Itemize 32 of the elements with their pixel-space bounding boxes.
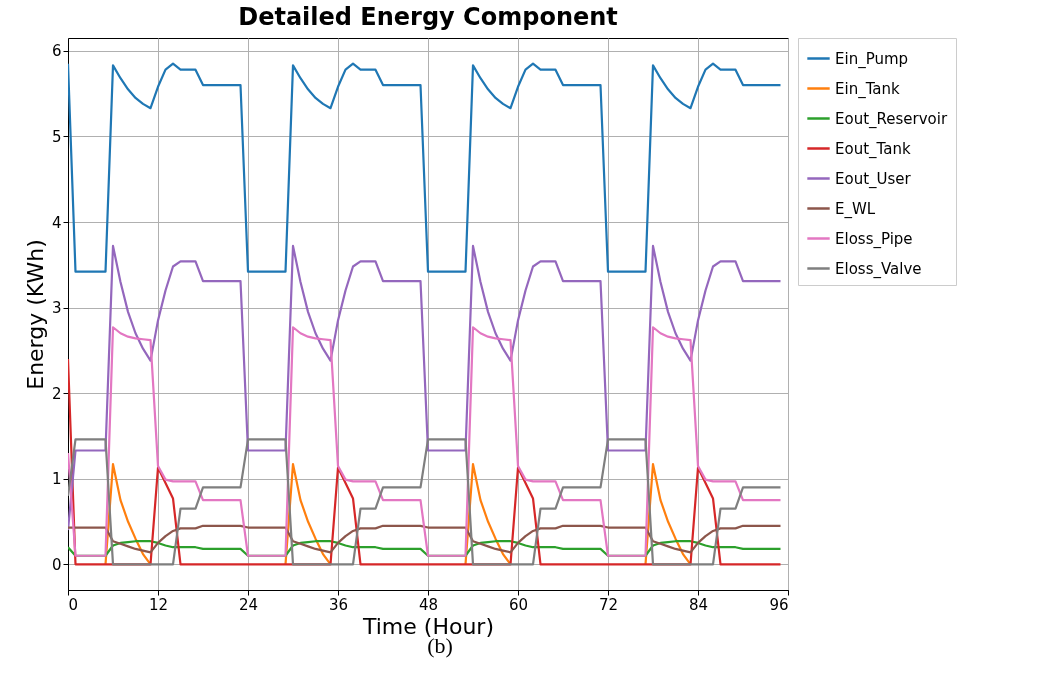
x-tick-label: 72: [598, 595, 619, 614]
legend-label: Eloss_Valve: [835, 259, 922, 279]
x-tick-label: 60: [508, 595, 529, 614]
line-series: [68, 438, 782, 566]
x-tick-label: 36: [328, 595, 349, 614]
x-tick-label: 24: [238, 595, 259, 614]
x-tick-label: 0: [68, 595, 79, 614]
line-series: [68, 62, 782, 273]
legend-label: Eloss_Pipe: [835, 229, 913, 249]
y-tick-label: 5: [51, 127, 62, 146]
legend-label: Eout_User: [835, 169, 912, 189]
x-tick-label: 96: [769, 595, 789, 614]
line-series: [68, 524, 782, 554]
y-tick-label: 1: [51, 470, 62, 489]
y-axis-title: Energy (KWh): [22, 239, 48, 390]
y-tick-label: 6: [51, 42, 62, 61]
legend-label: Ein_Tank: [835, 79, 901, 99]
line-series: [68, 244, 782, 532]
y-tick-label: 3: [51, 299, 62, 318]
legend-label: E_WL: [835, 199, 876, 219]
y-tick-label: 4: [51, 213, 62, 232]
legend-label: Ein_Pump: [835, 49, 909, 69]
chart-title: Detailed Energy Component: [238, 2, 618, 31]
x-tick-label: 84: [688, 595, 709, 614]
x-tick-label: 12: [148, 595, 169, 614]
x-axis-title: Time (Hour): [362, 613, 494, 639]
y-tick-label: 0: [51, 555, 62, 574]
line-series: [68, 326, 782, 557]
legend-label: Eout_Reservoir: [835, 109, 948, 129]
x-tick-label: 48: [418, 595, 439, 614]
legend-label: Eout_Tank: [835, 139, 911, 159]
y-tick-label: 2: [51, 384, 62, 403]
